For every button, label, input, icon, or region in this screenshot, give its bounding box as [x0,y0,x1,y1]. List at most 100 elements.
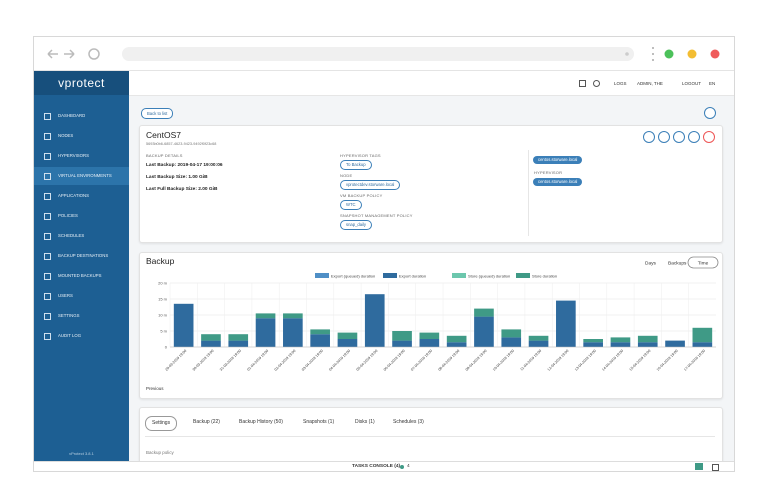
action-button[interactable] [658,131,670,143]
legend-swatch [315,273,329,278]
menu-label: SETTINGS [58,313,80,318]
back-button[interactable]: Back to list [141,108,174,119]
x-tick-label: 09-04-2019 19:00 [465,349,488,372]
x-tick-label: 31-03-2019 19:00 [219,349,242,372]
refresh-button[interactable] [704,107,716,119]
tab[interactable]: Backup (22) [193,419,220,425]
tag-chip[interactable]: vprotectdev.storware.local [340,180,401,190]
window-button[interactable] [710,49,720,59]
legend-swatch [516,273,530,278]
tasks-console[interactable]: TASKS CONSOLE (4) 4 [34,461,734,471]
reload-icon[interactable] [88,48,100,60]
tag-chip[interactable]: WTC [340,200,362,210]
y-tick-label: 15 m [158,297,168,302]
menu-item[interactable]: APPLICATIONS [34,187,129,205]
menu-label: SCHEDULES [58,233,85,238]
menu-icon [44,333,51,340]
icon[interactable] [593,80,600,87]
tab[interactable]: Settings [145,416,178,431]
bar-segment [228,340,249,347]
tab[interactable]: Backup History (50) [239,419,283,425]
icon[interactable] [579,80,586,87]
window-button[interactable] [664,49,674,59]
brand: vprotect [34,71,129,95]
divider [528,150,529,236]
bar-segment [474,308,494,317]
menu-dot [652,59,654,61]
user-menu[interactable]: ADMIN, THE [637,81,663,86]
menu-icon [44,273,51,280]
action-button[interactable] [703,131,715,143]
menu-icon [44,133,51,140]
back-icon[interactable] [47,49,58,59]
action-button[interactable] [673,131,685,143]
previous-link[interactable]: Previous [146,386,164,391]
backup-detail: Last Backup Size: 1.00 GiB [146,175,208,180]
tab-content: Backup policy [146,450,174,455]
x-tick-label: 10-04-2019 19:00 [492,349,515,372]
logout-link[interactable]: LOGOUT [682,81,702,86]
menu-item[interactable]: VIRTUAL ENVIRONMENTS [34,167,129,185]
menu-item[interactable]: SCHEDULES [34,227,129,245]
menu-label: USERS [58,293,73,298]
console-toggle[interactable] [695,463,703,470]
menu-item[interactable]: MOUNTED BACKUPS [34,267,129,285]
x-tick-label: 17-04-2019 19:00 [683,349,706,372]
browser-chrome [34,37,734,71]
bar-segment [310,329,330,335]
menu-icon [44,313,51,320]
chart-title: Backup [146,256,175,266]
browser-window: vprotect DASHBOARD NODES HYPERVISORS VIRTUA… [33,36,735,472]
vm-card: CentOS7 5693b0b6-6857-4623-9423-9492f0f2… [139,125,723,243]
tag-chip[interactable]: snap_daily [340,220,373,230]
menu-item[interactable]: AUDIT LOG [34,327,129,345]
tabs-card: Settings Backup (22) Backup History (50) Sn… [139,407,723,471]
menu-label: VIRTUAL ENVIRONMENTS [58,173,112,178]
bar-segment [446,342,467,347]
menu-label: HYPERVISORS [58,153,89,158]
action-button[interactable] [643,131,655,143]
status-dot [400,465,404,469]
address-bar[interactable] [122,47,634,61]
legend-label: Store (queued) duration [468,273,510,278]
tab[interactable]: Snapshots (1) [303,419,335,425]
browser-controls [47,47,720,61]
fullscreen[interactable] [712,464,719,471]
x-tick-label: 11-04-2019 19:00 [520,349,543,372]
tab[interactable]: Schedules (3) [393,419,424,425]
sidebar: vprotect DASHBOARD NODES HYPERVISORS VIRTUA… [34,71,129,463]
bar-segment [173,303,194,347]
chart-toggle[interactable]: Time [698,261,709,267]
menu-item[interactable]: HYPERVISORS [34,147,129,165]
menu-icon [44,173,51,180]
bar-segment [255,313,276,319]
x-tick-label: 08-04-2019 19:00 [437,349,460,372]
tab[interactable]: Disks (1) [355,419,375,425]
chart-toggle[interactable]: Days [645,261,657,267]
x-tick-label: 06-04-2019 19:00 [383,349,406,372]
forward-icon[interactable] [64,49,75,59]
menu-item[interactable]: SETTINGS [34,307,129,325]
window-button[interactable] [687,49,697,59]
bar-segment [228,334,249,341]
section-label: BACKUP DETAILS [146,153,183,158]
language[interactable]: EN [709,81,716,86]
console-count: 4 [407,464,410,469]
section-label: HYPERVISOR TAGS [340,153,381,158]
legend-swatch [383,273,397,278]
menu-item[interactable]: NODES [34,127,129,145]
divider [145,436,715,437]
menu-item[interactable]: BACKUP DESTINATIONS [34,247,129,265]
menu-icon [44,293,51,300]
menu-item[interactable]: USERS [34,287,129,305]
tag-chip[interactable]: To Backup [340,160,372,170]
menu-item[interactable]: POLICIES [34,207,129,225]
menu-icon [44,233,51,240]
section-label: NODE [340,173,353,178]
logs-link[interactable]: LOGS [614,81,627,86]
action-button[interactable] [688,131,700,143]
toggle-outline[interactable] [687,256,719,269]
chart-toggle[interactable]: Backups [668,261,687,267]
menu-item[interactable]: DASHBOARD [34,107,129,125]
x-tick-label: 02-04-2019 19:00 [274,349,297,372]
